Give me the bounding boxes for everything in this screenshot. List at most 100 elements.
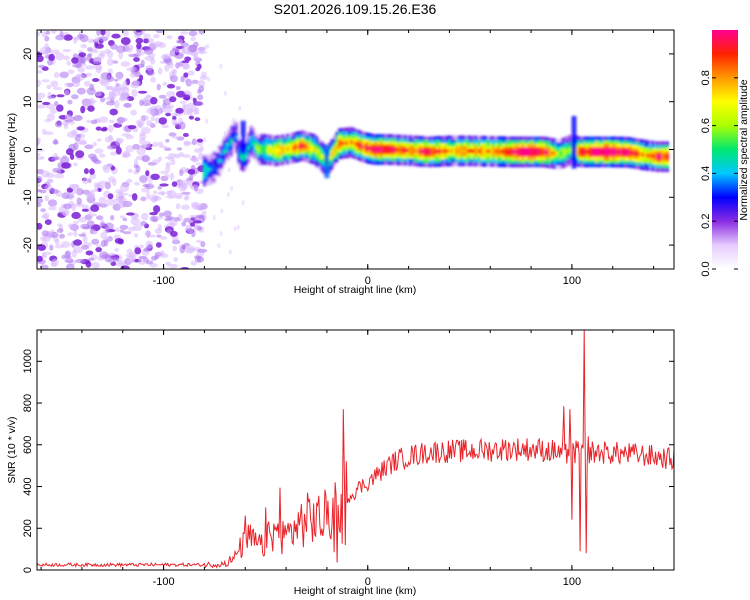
colorbar: 0.0 0.2 0.4 0.6 0.8 Normalized spectral ampl… <box>700 30 750 277</box>
noise-blob <box>201 210 207 215</box>
noise-blob <box>126 248 133 254</box>
ridge-cell <box>663 154 667 159</box>
noise-blob <box>133 57 140 62</box>
noise-blob <box>37 92 46 99</box>
ridge-cell <box>308 145 312 151</box>
noise-blob <box>122 217 128 222</box>
noise-blob <box>143 48 154 55</box>
noise-blob <box>73 36 78 44</box>
noise-blob <box>53 72 60 78</box>
noise-blob <box>73 220 80 224</box>
noise-blob <box>48 206 57 211</box>
noise-blob <box>92 142 97 147</box>
noise-blob <box>183 94 191 101</box>
ridge-cell <box>553 151 557 156</box>
noise-blob <box>37 255 43 262</box>
ridge-cell <box>293 145 297 150</box>
ridge-cell <box>382 147 385 152</box>
noise-blob <box>193 148 203 153</box>
noise-blob <box>37 182 41 188</box>
noise-blob <box>98 203 108 208</box>
ridge-cell <box>259 147 263 152</box>
noise-blob <box>45 103 56 110</box>
noise-blob <box>238 106 242 111</box>
snr-ylabel: SNR (10 * v/v) <box>6 416 18 483</box>
noise-blob <box>112 178 117 187</box>
noise-blob <box>179 100 187 104</box>
ridge-cell <box>244 152 248 157</box>
noise-blob <box>197 180 205 184</box>
noise-blob <box>170 159 176 166</box>
ridge-cell <box>558 152 562 157</box>
noise-blob <box>94 91 102 97</box>
ridge-cell <box>288 146 292 151</box>
noise-blob <box>119 229 125 233</box>
noise-blob <box>164 173 170 179</box>
noise-blob <box>66 131 77 138</box>
noise-blob <box>55 34 65 41</box>
ridge-cell <box>266 147 270 152</box>
noise-blob <box>72 79 81 88</box>
ridge-cell <box>394 147 397 152</box>
ridge-cell <box>457 148 461 154</box>
noise-blob <box>114 78 119 82</box>
noise-blob <box>159 212 165 217</box>
noise-blob <box>128 226 136 232</box>
noise-blob <box>119 192 129 196</box>
ridge-cell <box>526 149 530 154</box>
noise-blob <box>165 261 172 266</box>
noise-blob <box>85 260 92 268</box>
noise-blob <box>104 136 114 143</box>
noise-blob <box>101 126 108 131</box>
noise-blob <box>179 243 188 249</box>
noise-blob <box>157 224 163 231</box>
noise-blob <box>133 80 140 86</box>
ridge-cell <box>595 149 598 154</box>
noise-blob <box>120 265 130 269</box>
noise-blob <box>84 81 91 87</box>
noise-blob <box>207 76 211 82</box>
noise-blob <box>64 89 70 97</box>
noise-blob <box>169 75 178 83</box>
noise-blob <box>110 43 118 50</box>
noise-blob <box>154 215 164 220</box>
noise-blob <box>130 72 137 78</box>
noise-blob <box>73 115 83 122</box>
noise-blob <box>77 87 86 95</box>
noise-blob <box>127 168 133 174</box>
ridge-cell <box>489 149 493 154</box>
noise-blob <box>192 97 197 103</box>
noise-blob <box>162 106 173 114</box>
noise-blob <box>182 133 189 137</box>
ridge-cell <box>494 149 498 154</box>
noise-blob <box>113 198 119 203</box>
ridge-cell <box>440 149 444 154</box>
noise-blob <box>78 52 87 58</box>
noise-blob <box>130 109 137 116</box>
noise-blob <box>41 79 50 83</box>
noise-blob <box>145 170 150 177</box>
ridge-cell <box>345 140 348 146</box>
spectrogram-ylabel: Frequency (Hz) <box>6 113 18 185</box>
ridge-cell <box>303 144 307 149</box>
ridge-cell <box>396 147 400 153</box>
noise-blob <box>175 203 181 210</box>
ridge-cell <box>639 152 642 157</box>
noise-blob <box>144 230 152 237</box>
noise-blob <box>197 89 202 94</box>
ridge-cell <box>612 149 616 155</box>
ridge-cell <box>477 149 481 154</box>
noise-blob <box>81 245 90 250</box>
ridge-cell <box>656 154 660 159</box>
noise-blob <box>98 197 107 205</box>
noise-blob <box>99 222 106 227</box>
noise-blob <box>105 30 111 38</box>
noise-blob <box>152 141 158 148</box>
noise-blob <box>118 96 125 102</box>
ridge-cell <box>560 151 564 156</box>
snr-xtick-label: 0 <box>365 576 371 588</box>
noise-blob <box>92 57 102 65</box>
noise-blob <box>158 94 167 99</box>
noise-blob <box>98 36 109 42</box>
